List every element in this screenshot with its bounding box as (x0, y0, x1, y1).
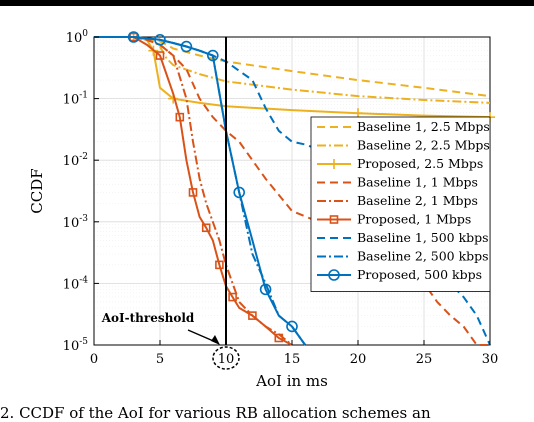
legend-label: Baseline 2, 2.5 Mbps (357, 138, 490, 153)
legend: Baseline 1, 2.5 Mbps Baseline 2, 2.5 Mbps… (310, 116, 491, 292)
series-2 (94, 32, 495, 123)
x-tick-label: 15 (284, 352, 301, 367)
data-point (201, 223, 211, 233)
legend-entry: Baseline 1, 1 Mbps (317, 175, 478, 190)
grid-lines (93, 36, 491, 346)
data-point (248, 311, 257, 320)
y-tick-label: 10-4 (63, 275, 89, 292)
legend-label: Proposed, 500 kbps (357, 267, 482, 282)
data-point (188, 188, 198, 197)
ccdf-chart: 0 5 10 15 20 25 30 100 10-1 10-2 10-3 10-4 10-5 AoI-… (28, 29, 499, 390)
data-point (207, 49, 219, 62)
series-line (94, 36, 307, 346)
legend-label: Baseline 2, 500 kbps (357, 249, 489, 264)
legend-entry: Proposed, 2.5 Mbps (317, 156, 483, 171)
legend-label: Baseline 1, 1 Mbps (357, 175, 478, 190)
y-tick-label: 10-3 (63, 214, 89, 231)
series-line (94, 36, 293, 346)
legend-entry: Baseline 2, 1 Mbps (317, 193, 478, 208)
legend-entry: Baseline 2, 2.5 Mbps (317, 138, 490, 153)
data-point (154, 34, 166, 46)
data-point (259, 283, 272, 296)
series-line (94, 36, 490, 346)
y-tick-label: 10-1 (63, 91, 88, 108)
data-point (353, 108, 363, 119)
data-point (233, 186, 245, 199)
y-tick-label: 10-5 (63, 337, 89, 354)
x-tick-label: 5 (156, 352, 164, 367)
x-tick-label: 10 (218, 352, 235, 367)
threshold-arrowhead (211, 335, 220, 345)
data-point (215, 260, 224, 270)
legend-entry: Proposed, 1 Mbps (317, 212, 471, 227)
legend-label: Proposed, 1 Mbps (357, 212, 471, 227)
x-tick-label: 20 (350, 352, 367, 367)
y-tick-label: 100 (66, 29, 89, 46)
x-axis-label: AoI in ms (255, 372, 328, 390)
series-7 (94, 36, 307, 346)
data-point (274, 333, 284, 343)
legend-entry: Baseline 1, 2.5 Mbps (317, 119, 490, 134)
legend-label: Baseline 1, 500 kbps (357, 230, 489, 245)
threshold-group: AoI-threshold (101, 37, 240, 370)
data-point (228, 292, 237, 302)
axis-ticks: 0 5 10 15 20 25 30 100 10-1 10-2 10-3 10-4 10-5 (63, 29, 499, 367)
y-tick-label: 10-2 (63, 152, 88, 169)
data-point (175, 112, 185, 122)
series-8 (94, 31, 307, 346)
threshold-label: AoI-threshold (101, 311, 195, 325)
legend-label: Baseline 2, 1 Mbps (357, 193, 478, 208)
page-top-rule (0, 0, 534, 6)
legend-entry: Baseline 1, 500 kbps (317, 230, 489, 245)
figure-caption: 2. CCDF of the AoI for various RB alloca… (0, 404, 431, 422)
legend-marker (329, 215, 339, 224)
x-tick-label: 30 (482, 352, 499, 367)
legend-marker (329, 159, 339, 169)
threshold-circle (212, 346, 240, 370)
x-tick-label: 0 (90, 352, 98, 367)
legend-label: Baseline 1, 2.5 Mbps (357, 119, 490, 134)
series-line (94, 36, 307, 346)
data-point (286, 320, 298, 333)
data-point (127, 31, 140, 43)
legend-entry: Proposed, 500 kbps (317, 267, 482, 282)
y-axis-label: CCDF (28, 168, 46, 213)
x-tick-label: 25 (416, 352, 433, 367)
data-point (180, 40, 193, 53)
series-3 (94, 36, 490, 346)
legend-label: Proposed, 2.5 Mbps (357, 156, 483, 171)
legend-marker (328, 269, 340, 281)
data-point (155, 51, 165, 60)
legend-entry: Baseline 2, 500 kbps (317, 249, 489, 264)
